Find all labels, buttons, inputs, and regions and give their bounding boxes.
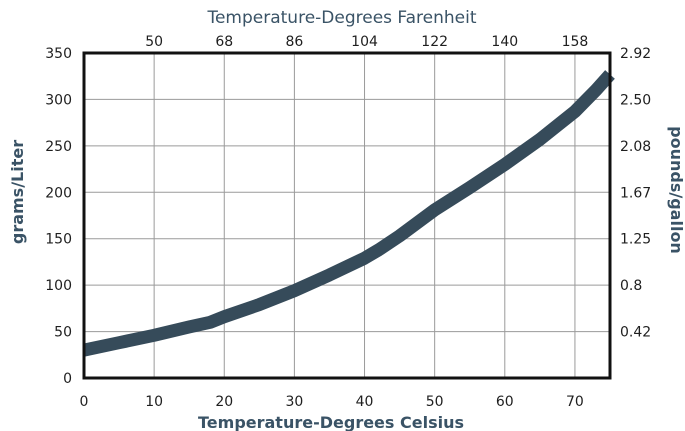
y2-tick-label: 0.42: [620, 325, 651, 341]
y-tick-label: 0: [63, 371, 72, 387]
plot-frame: [82, 51, 612, 380]
x-tick-label: 20: [215, 394, 233, 410]
y2-tick-label: 0.8: [620, 278, 642, 294]
x-tick-label: 10: [145, 394, 163, 410]
x-axis-label: Temperature-Degrees Celsius: [198, 413, 464, 431]
y-tick-label: 200: [45, 185, 72, 201]
y-tick-label: 50: [54, 325, 72, 341]
x2-tick-label: 122: [421, 34, 448, 50]
x-tick-label: 60: [496, 394, 514, 410]
y-axis-label: grams/Liter: [8, 140, 27, 244]
x-tick-label: 30: [285, 394, 303, 410]
y2-axis-label: pounds/gallon: [667, 126, 685, 254]
x2-tick-label: 68: [215, 34, 233, 50]
y2-tick-label: 1.25: [620, 232, 651, 248]
x2-tick-label: 158: [562, 34, 589, 50]
y-tick-label: 300: [45, 92, 72, 108]
y-tick-label: 350: [45, 46, 72, 62]
x-tick-label: 50: [426, 394, 444, 410]
y-tick-label: 100: [45, 278, 72, 294]
tick-labels: 0 10 20 30 40 50 60 70 50 68 86 104 122 140 158 0 50 100 1…: [45, 34, 651, 410]
chart-title: Temperature-Degrees Farenheit: [206, 8, 476, 28]
y2-tick-label: 2.08: [620, 139, 651, 155]
x2-tick-label: 140: [491, 34, 518, 50]
x2-tick-label: 86: [285, 34, 303, 50]
y-tick-label: 150: [45, 232, 72, 248]
y2-tick-label: 2.50: [620, 92, 651, 108]
x-tick-label: 0: [80, 394, 89, 410]
y2-tick-label: 1.67: [620, 185, 651, 201]
x-tick-label: 70: [566, 394, 584, 410]
x2-tick-label: 104: [351, 34, 378, 50]
x2-tick-label: 50: [145, 34, 163, 50]
y-tick-label: 250: [45, 139, 72, 155]
x-tick-label: 40: [356, 394, 374, 410]
series-line: [82, 70, 615, 357]
series-layer: [82, 70, 615, 357]
y2-tick-label: 2.92: [620, 46, 651, 62]
